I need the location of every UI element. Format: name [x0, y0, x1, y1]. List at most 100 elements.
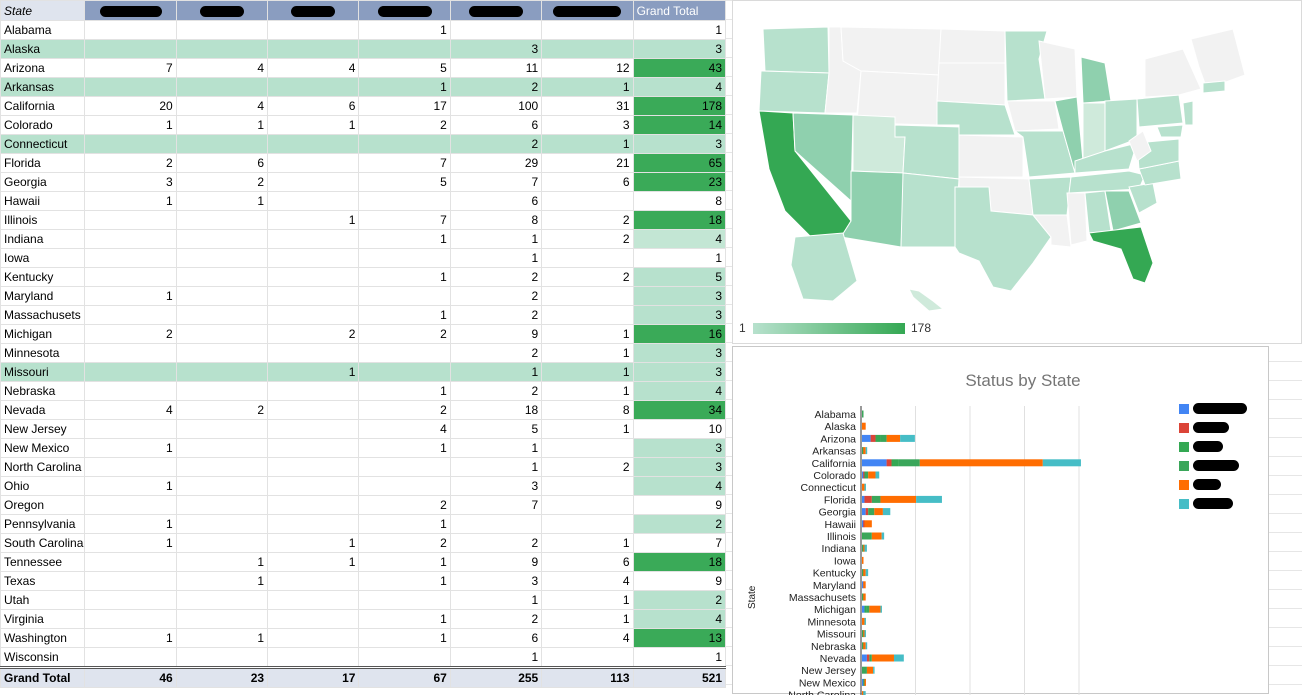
cell-value[interactable] [175, 267, 269, 287]
bar-segment-series-5[interactable] [863, 630, 865, 638]
cell-state[interactable]: South Carolina [0, 533, 86, 553]
cell-value[interactable] [267, 457, 360, 477]
cell-value[interactable] [267, 39, 360, 59]
map-state-tennessee[interactable] [1068, 170, 1146, 194]
cell-state[interactable]: North Carolina [0, 457, 86, 477]
cell-value[interactable] [84, 267, 177, 287]
cell-value[interactable]: 2 [541, 457, 634, 477]
cell-grand-total[interactable]: 18 [632, 552, 727, 572]
cell-value[interactable] [358, 286, 451, 306]
cell-value[interactable]: 1 [84, 191, 177, 211]
cell-value[interactable]: 1 [84, 533, 177, 553]
cell-grand-total[interactable]: 9 [632, 495, 727, 515]
cell-value[interactable] [175, 305, 269, 325]
cell-value[interactable]: 2 [449, 267, 543, 287]
cell-state[interactable]: Oregon [0, 495, 86, 515]
cell-value[interactable] [267, 267, 360, 287]
header-redacted-4[interactable] [358, 0, 451, 21]
cell-value[interactable]: 1 [358, 552, 451, 572]
bar-segment-series-5[interactable] [863, 581, 866, 589]
cell-value[interactable] [175, 590, 269, 610]
bar-segment-series-4[interactable] [871, 495, 881, 503]
cell-value[interactable]: 2 [541, 210, 634, 230]
bar-chart[interactable]: Status by State State Alabama Alaska Arizo… [732, 346, 1269, 695]
cell-value[interactable]: 3 [541, 115, 634, 135]
cell-value[interactable]: 3 [449, 39, 543, 59]
map-state-louisiana[interactable] [1031, 214, 1072, 248]
cell-grand-total[interactable]: 13 [632, 628, 727, 648]
cell-state[interactable]: Minnesota [0, 343, 86, 363]
cell-value[interactable] [541, 495, 634, 515]
cell-value[interactable]: 1 [449, 229, 543, 249]
cell-value[interactable] [84, 343, 177, 363]
cell-value[interactable]: 5 [449, 419, 543, 439]
cell-value[interactable] [84, 229, 177, 249]
bar-segment-series-5[interactable] [863, 544, 865, 552]
cell-state[interactable]: Hawaii [0, 191, 86, 211]
cell-value[interactable]: 1 [84, 476, 177, 496]
cell-value[interactable]: 2 [358, 533, 451, 553]
bar-segment-series-4[interactable] [862, 666, 867, 674]
cell-state[interactable]: Alaska [0, 39, 86, 59]
cell-grand-total[interactable]: 10 [632, 419, 727, 439]
bar-segment-series-4[interactable] [880, 434, 887, 442]
map-state-arkansas[interactable] [1028, 176, 1072, 216]
cell-value[interactable]: 4 [358, 419, 451, 439]
cell-value[interactable] [358, 343, 451, 363]
cell-value[interactable] [267, 134, 360, 154]
cell-value[interactable] [84, 457, 177, 477]
bar-segment-series-6[interactable] [865, 447, 868, 455]
bar-segment-series-6[interactable] [875, 471, 880, 479]
cell-value[interactable]: 2 [267, 324, 360, 344]
cell-value[interactable] [175, 647, 269, 668]
cell-value[interactable] [267, 571, 360, 591]
cell-value[interactable]: 20 [84, 96, 177, 116]
cell-value[interactable]: 1 [267, 533, 360, 553]
cell-value[interactable]: 4 [541, 571, 634, 591]
cell-value[interactable]: 1 [541, 609, 634, 629]
cell-value[interactable] [84, 305, 177, 325]
bar-segment-series-6[interactable] [865, 642, 868, 650]
cell-value[interactable] [175, 248, 269, 268]
cell-value[interactable]: 1 [358, 229, 451, 249]
cell-value[interactable]: 2 [449, 286, 543, 306]
bar-segment-series-5[interactable] [869, 605, 881, 613]
cell-state[interactable]: Nebraska [0, 381, 86, 401]
cell-grand-total[interactable]: 3 [632, 362, 727, 382]
cell-value[interactable]: 2 [449, 134, 543, 154]
cell-value[interactable]: 2 [449, 343, 543, 363]
cell-value[interactable] [175, 438, 269, 458]
cell-value[interactable] [541, 647, 634, 668]
cell-value[interactable] [449, 514, 543, 534]
bar-segment-series-3[interactable] [864, 471, 866, 479]
cell-value[interactable] [267, 305, 360, 325]
cell-value[interactable] [541, 248, 634, 268]
cell-grand-total[interactable]: 1 [632, 647, 727, 668]
bar-segment-series-3[interactable] [862, 630, 864, 638]
bar-segment-series-1[interactable] [862, 495, 865, 503]
cell-value[interactable] [175, 533, 269, 553]
bar-segment-series-6[interactable] [863, 691, 866, 695]
cell-value[interactable]: 1 [358, 20, 451, 40]
cell-value[interactable]: 4 [175, 96, 269, 116]
map-state-texas[interactable] [954, 186, 1052, 292]
cell-value[interactable]: 1 [84, 286, 177, 306]
cell-value[interactable]: 1 [449, 457, 543, 477]
cell-value[interactable] [175, 609, 269, 629]
cell-value[interactable]: 29 [449, 153, 543, 173]
cell-state[interactable]: Alabama [0, 20, 86, 40]
cell-value[interactable]: 1 [541, 381, 634, 401]
bar-segment-series-5[interactable] [874, 508, 883, 516]
header-redacted-1[interactable] [84, 0, 177, 21]
map-state-new-jersey[interactable] [1182, 100, 1194, 126]
bar-segment-series-4[interactable] [865, 471, 869, 479]
grand-total-sum[interactable]: 521 [632, 666, 727, 688]
cell-state[interactable]: New Jersey [0, 419, 86, 439]
legend-item[interactable] [1179, 479, 1269, 493]
cell-value[interactable]: 3 [449, 571, 543, 591]
bar-segment-series-2[interactable] [863, 520, 865, 528]
cell-state[interactable]: Wisconsin [0, 647, 86, 668]
cell-value[interactable] [541, 39, 634, 59]
cell-value[interactable] [358, 248, 451, 268]
cell-value[interactable] [541, 438, 634, 458]
